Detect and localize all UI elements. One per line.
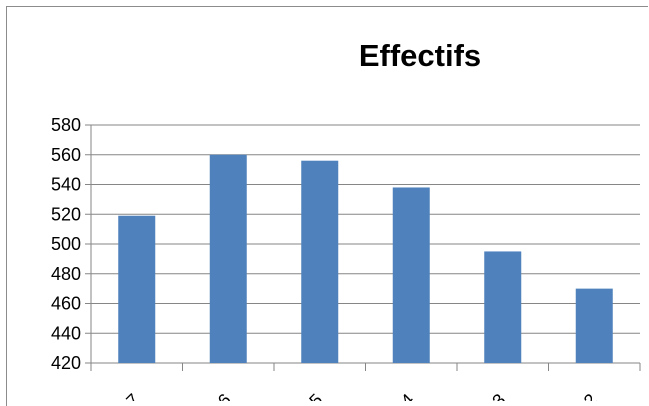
bars (118, 155, 613, 363)
y-tick-label: 460 (51, 294, 81, 314)
x-tick-label: -2 (576, 390, 601, 401)
x-tick-label: -5 (301, 390, 326, 401)
bar--5 (301, 161, 338, 363)
x-tick-label: -4 (393, 390, 418, 401)
bar--7 (118, 216, 155, 363)
y-tick-label: 420 (51, 353, 81, 373)
y-tick-label: 580 (51, 115, 81, 135)
y-tick-label: 480 (51, 264, 81, 284)
x-tick-label: -6 (210, 390, 235, 401)
y-tick-label: 440 (51, 323, 81, 343)
bar--2 (576, 289, 613, 363)
bar--6 (210, 155, 247, 363)
x-tick-label: -7 (118, 390, 143, 401)
y-tick-label: 500 (51, 234, 81, 254)
bar--4 (393, 187, 430, 363)
y-tick-labels: 420 440 460 480 500 520 540 560 580 (51, 115, 81, 373)
y-tick-label: 520 (51, 204, 81, 224)
gridlines (85, 125, 640, 371)
y-tick-label: 540 (51, 175, 81, 195)
bar--3 (484, 251, 521, 363)
x-tick-labels: -7 -6 -5 -4 -3 -2 (118, 390, 601, 401)
x-tick-label: -3 (484, 390, 509, 401)
y-tick-label: 560 (51, 145, 81, 165)
